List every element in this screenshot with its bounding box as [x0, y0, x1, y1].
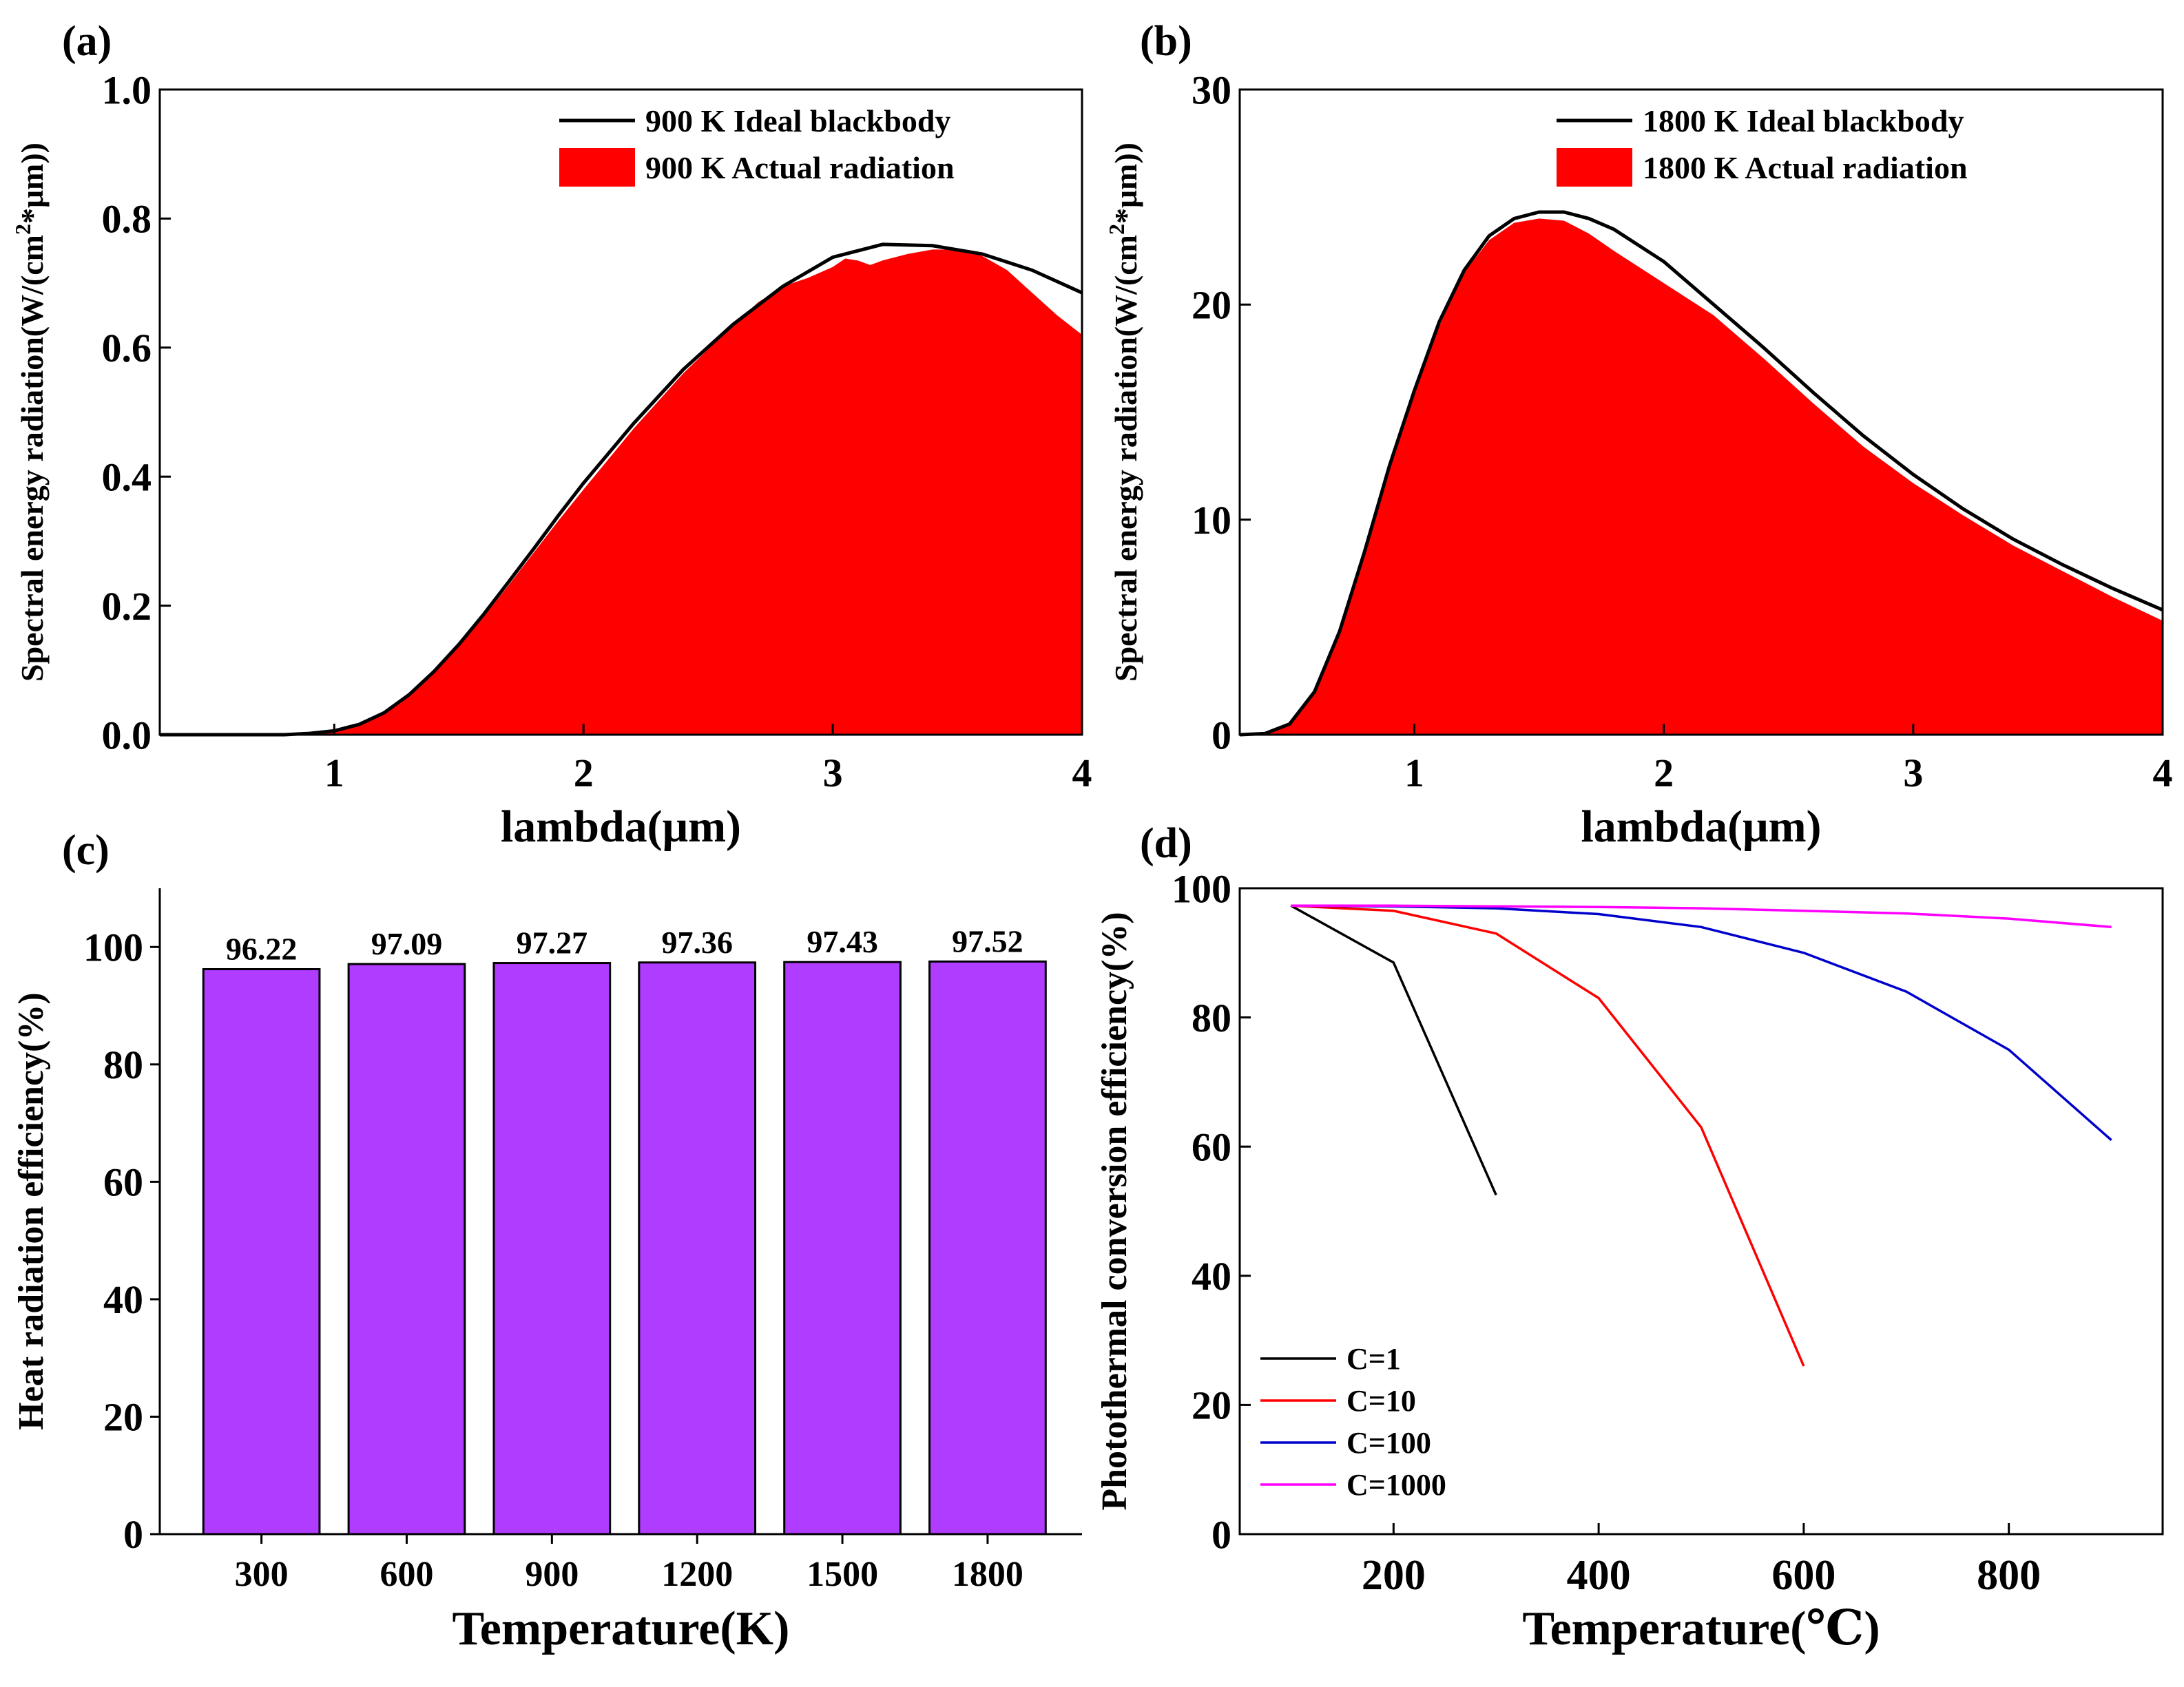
y-tick-label: 0	[1211, 713, 1231, 757]
bar-value-label: 96.22	[226, 932, 298, 967]
plot-frame-b	[1238, 88, 2164, 736]
legend-label-ideal: 1800 K Ideal blackbody	[1643, 103, 1964, 138]
bar	[638, 961, 757, 1536]
x-tick-label: 1500	[807, 1555, 878, 1594]
x-axis-label: Temperature(℃)	[1522, 1602, 1880, 1655]
legend-label: C=10	[1346, 1384, 1416, 1418]
legend-swatch-actual	[559, 148, 635, 187]
x-axis-label: Temperature(K)	[453, 1602, 790, 1655]
x-tick-label: 900	[525, 1555, 579, 1594]
bar-value-label: 97.36	[661, 925, 733, 960]
bar	[783, 961, 902, 1536]
legend-swatch-actual	[1557, 148, 1632, 187]
chart-panel-a: 0.0 0.2 0.4 0.6 0.8 1.0 1 2 3 4 lambda(μm) Spectral…	[10, 18, 1092, 852]
x-tick-label: 3	[823, 751, 843, 795]
y-tick-label: 0	[123, 1512, 143, 1557]
x-tick-label: 300	[235, 1555, 289, 1594]
chart-panel-c: 96.2230097.0960097.2790097.36120097.4315…	[12, 827, 1082, 1655]
plot-frame-d	[1238, 887, 2164, 1536]
panel-label: (a)	[62, 18, 112, 65]
y-axis-label: Spectral energy radiation(W/(cm2*μm))	[1104, 143, 1143, 682]
series-line-c-1000	[1291, 904, 2112, 929]
y-tick-label: 80	[1192, 996, 1231, 1040]
panel-label: (c)	[62, 827, 110, 874]
line-ideal-blackbody	[1239, 210, 2163, 737]
y-tick-label: 0.0	[102, 713, 152, 757]
y-tick-label: 0	[1211, 1512, 1231, 1557]
x-tick-label: 4	[1072, 751, 1092, 795]
y-tick-label: 0.6	[102, 326, 152, 370]
x-tick-label: 600	[1771, 1552, 1835, 1599]
x-tick-label: 400	[1567, 1552, 1631, 1599]
legend-label: C=1	[1346, 1342, 1401, 1376]
y-tick-label: 20	[1192, 283, 1231, 328]
x-tick-label: 2	[574, 751, 594, 795]
y-tick-label: 20	[103, 1394, 143, 1439]
y-tick-label: 80	[103, 1042, 143, 1087]
area-actual-radiation	[160, 249, 1082, 735]
x-tick-label: 1200	[661, 1555, 733, 1594]
bar-value-label: 97.43	[807, 924, 878, 959]
y-tick-label: 10	[1192, 498, 1231, 543]
x-tick-label: 1	[324, 751, 344, 795]
bar-value-label: 97.09	[371, 926, 443, 961]
chart-panel-b: 0 10 20 30 1 2 3 4 lambda(μm) Spectral energy rad…	[1104, 18, 2173, 852]
x-tick-label: 600	[379, 1555, 433, 1594]
series-line-c-10	[1291, 904, 1805, 1367]
y-tick-label: 60	[1192, 1125, 1231, 1170]
plot-frame-a	[158, 88, 1083, 736]
x-tick-label: 2	[1654, 751, 1674, 795]
y-tick-label: 30	[1192, 67, 1231, 112]
x-tick-label: 3	[1903, 751, 1923, 795]
panel-label: (d)	[1140, 820, 1192, 867]
y-tick-label: 100	[1172, 866, 1231, 911]
x-tick-label: 1800	[952, 1555, 1023, 1594]
legend-label: C=1000	[1346, 1468, 1446, 1502]
bar	[347, 963, 466, 1536]
y-tick-label: 40	[1192, 1254, 1231, 1299]
y-tick-label: 0.2	[102, 584, 152, 629]
y-tick-label: 40	[103, 1277, 143, 1322]
y-tick-label: 0.4	[102, 455, 152, 500]
y-tick-label: 0.8	[102, 197, 152, 242]
legend-label-actual: 900 K Actual radiation	[645, 150, 955, 185]
bar-value-label: 97.27	[517, 925, 588, 961]
y-axis-label: Photothermal conversion efficiency(%)	[1095, 912, 1134, 1510]
bar	[928, 960, 1047, 1536]
x-axis-label: lambda(μm)	[501, 801, 741, 852]
x-tick-label: 1	[1404, 751, 1424, 795]
area-actual-radiation	[1240, 218, 2163, 735]
legend-label-actual: 1800 K Actual radiation	[1643, 150, 1968, 185]
panel-label: (b)	[1140, 18, 1192, 65]
x-axis-label: lambda(μm)	[1581, 801, 1821, 852]
bar-value-label: 97.52	[952, 923, 1023, 958]
series-line-c-100	[1291, 904, 2112, 1142]
y-tick-label: 100	[83, 925, 143, 970]
series-line-c-1	[1290, 904, 1497, 1196]
y-tick-label: 20	[1192, 1383, 1231, 1428]
y-axis-label: Spectral energy radiation(W/(cm2*μm))	[10, 143, 50, 682]
y-tick-label: 1.0	[102, 67, 152, 112]
x-tick-label: 800	[1977, 1552, 2041, 1599]
bar	[492, 962, 612, 1536]
legend-label-ideal: 900 K Ideal blackbody	[645, 103, 951, 138]
y-tick-label: 60	[103, 1160, 143, 1204]
bar	[202, 968, 321, 1536]
chart-panel-d: 0 20 40 60 80 100 200 400 600 800 Temperature(℃) Ph…	[1095, 820, 2164, 1655]
x-tick-label: 4	[2153, 751, 2173, 795]
y-axis-label: Heat radiation efficiency(%)	[12, 992, 51, 1429]
x-tick-label: 200	[1362, 1552, 1426, 1599]
legend-label: C=100	[1346, 1426, 1431, 1460]
